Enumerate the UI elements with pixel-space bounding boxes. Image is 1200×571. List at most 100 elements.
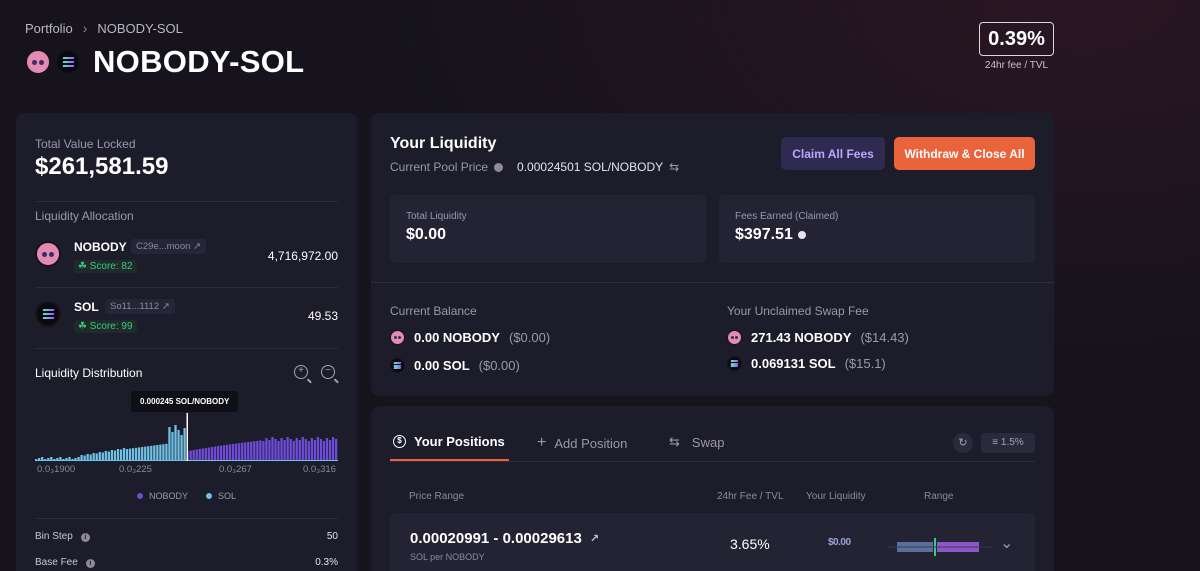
divider: [35, 287, 338, 288]
breadcrumb-portfolio-link[interactable]: Portfolio: [25, 20, 73, 36]
divider: [35, 201, 338, 202]
your-liquidity-card: Your Liquidity Current Pool Price 0.0002…: [371, 113, 1054, 396]
distribution-bar: [41, 457, 44, 461]
distribution-bar: [325, 438, 329, 461]
zoom-out-icon[interactable]: −: [321, 365, 335, 379]
distribution-bar: [238, 443, 241, 461]
info-icon[interactable]: [494, 162, 504, 172]
leaf-icon: ☘: [78, 261, 87, 272]
tab-add-position[interactable]: + Add Position: [537, 434, 628, 451]
distribution-bar: [234, 443, 238, 461]
distribution-bar: [253, 441, 256, 461]
distribution-title: Liquidity Distribution: [35, 366, 143, 380]
distribution-bar: [138, 447, 141, 461]
distribution-bar: [174, 425, 177, 461]
balance-usd: ($0.00): [508, 330, 551, 345]
distribution-bar: [165, 443, 168, 461]
unclaimed-usd: ($14.43): [860, 330, 909, 345]
distribution-bar: [316, 437, 320, 461]
distribution-bar: [59, 457, 62, 461]
divider: [371, 282, 1054, 283]
distribution-bar: [156, 445, 159, 461]
distribution-bar: [162, 444, 165, 461]
tab-your-positions[interactable]: $ Your Positions: [393, 434, 505, 449]
distribution-bar: [159, 444, 162, 461]
sol-token-icon: [727, 356, 742, 371]
balance-row-sol: 0.00 SOL ($0.00): [390, 358, 520, 373]
distribution-bar: [225, 444, 229, 461]
sol-token-icon: [390, 358, 405, 373]
total-liquidity-box: Total Liquidity $0.00: [390, 195, 706, 263]
tvl-value: $261,581.59: [35, 153, 169, 180]
distribution-bar: [50, 457, 53, 461]
unclaimed-usd: ($15.1): [844, 356, 886, 371]
nobody-token-icon: [727, 330, 742, 345]
distribution-bar: [247, 442, 250, 461]
balance-row-nobody: 0.00 NOBODY ($0.00): [390, 330, 550, 345]
unclaimed-fee-label: Your Unclaimed Swap Fee: [727, 304, 869, 318]
pair-header: NOBODY-SOL: [25, 44, 304, 80]
position-fee-tvl: 3.65%: [730, 536, 770, 552]
distribution-bar: [216, 446, 220, 461]
distribution-bar: [38, 458, 41, 461]
unclaimed-row-sol: 0.069131 SOL ($15.1): [727, 356, 886, 371]
balance-amount: 0.00 NOBODY: [414, 330, 500, 345]
distribution-bar: [277, 441, 280, 461]
distribution-bar: [131, 448, 135, 461]
sol-token-icon: [35, 301, 61, 327]
distribution-bar: [262, 441, 265, 461]
swap-arrows-icon[interactable]: ⇆: [669, 160, 680, 174]
nobody-token-icon: [35, 241, 61, 267]
distribution-bar: [310, 438, 313, 461]
token-name: NOBODY: [74, 240, 127, 254]
distribution-bar: [95, 453, 98, 461]
external-link-icon[interactable]: ↗: [589, 533, 600, 545]
nobody-token-icon: [25, 49, 51, 75]
balance-amount: 0.00 SOL: [414, 358, 470, 373]
balance-usd: ($0.00): [478, 358, 520, 373]
token-amount: 49.53: [307, 309, 338, 323]
total-liquidity-value: $0.00: [406, 226, 447, 243]
withdraw-close-all-button[interactable]: Withdraw & Close All: [894, 137, 1035, 170]
token-address-link[interactable]: So11...1112 ↗: [105, 299, 175, 314]
distribution-bar: [195, 449, 198, 461]
distribution-bar: [331, 437, 335, 461]
distribution-bar: [192, 450, 195, 461]
slippage-button[interactable]: ≡ 1.5%: [981, 433, 1035, 453]
distribution-bar: [101, 452, 104, 461]
pool-price-value: 0.00024501 SOL/NOBODY: [517, 160, 664, 174]
breadcrumb: Portfolio › NOBODY-SOL: [25, 20, 183, 36]
distribution-bar: [304, 439, 307, 461]
distribution-bar: [89, 454, 92, 461]
claim-all-fees-button[interactable]: Claim All Fees: [781, 137, 885, 170]
liquidity-distribution-chart[interactable]: [35, 413, 338, 461]
allocation-row-nobody: NOBODY C29e...moon ↗ ☘ Score: 82 4,716,9…: [35, 235, 338, 275]
distribution-bar: [113, 450, 117, 461]
column-header: Range: [924, 491, 954, 502]
position-row[interactable]: 0.00020991 - 0.00029613 ↗ SOL per NOBODY…: [390, 513, 1035, 571]
distribution-bar: [153, 445, 156, 461]
refresh-icon[interactable]: ↻: [953, 433, 973, 453]
page-title: NOBODY-SOL: [93, 44, 305, 79]
distribution-bar: [271, 437, 274, 461]
distribution-bar: [256, 440, 259, 461]
chevron-down-icon[interactable]: ⌄: [1000, 535, 1014, 552]
distribution-bar: [83, 455, 86, 461]
token-address-link[interactable]: C29e...moon ↗: [131, 239, 207, 254]
info-icon[interactable]: i: [80, 533, 90, 542]
distribution-bar: [319, 439, 323, 461]
distribution-bar: [183, 428, 186, 461]
total-liquidity-label: Total Liquidity: [406, 211, 467, 222]
dollar-circle-icon: $: [393, 435, 406, 448]
tab-swap[interactable]: ⇆ Swap: [669, 434, 725, 450]
distribution-bar: [177, 430, 180, 461]
info-icon[interactable]: [797, 231, 806, 239]
distribution-bar: [265, 438, 268, 461]
info-icon[interactable]: i: [85, 559, 95, 568]
distribution-bar: [65, 458, 68, 461]
distribution-bar: [283, 440, 286, 461]
zoom-in-icon[interactable]: +: [294, 365, 308, 379]
bin-step-row: Bin Step i 50: [35, 531, 338, 542]
x-tick-label: 0.0₃1900: [37, 464, 76, 475]
legend-item: NOBODY: [136, 491, 188, 501]
